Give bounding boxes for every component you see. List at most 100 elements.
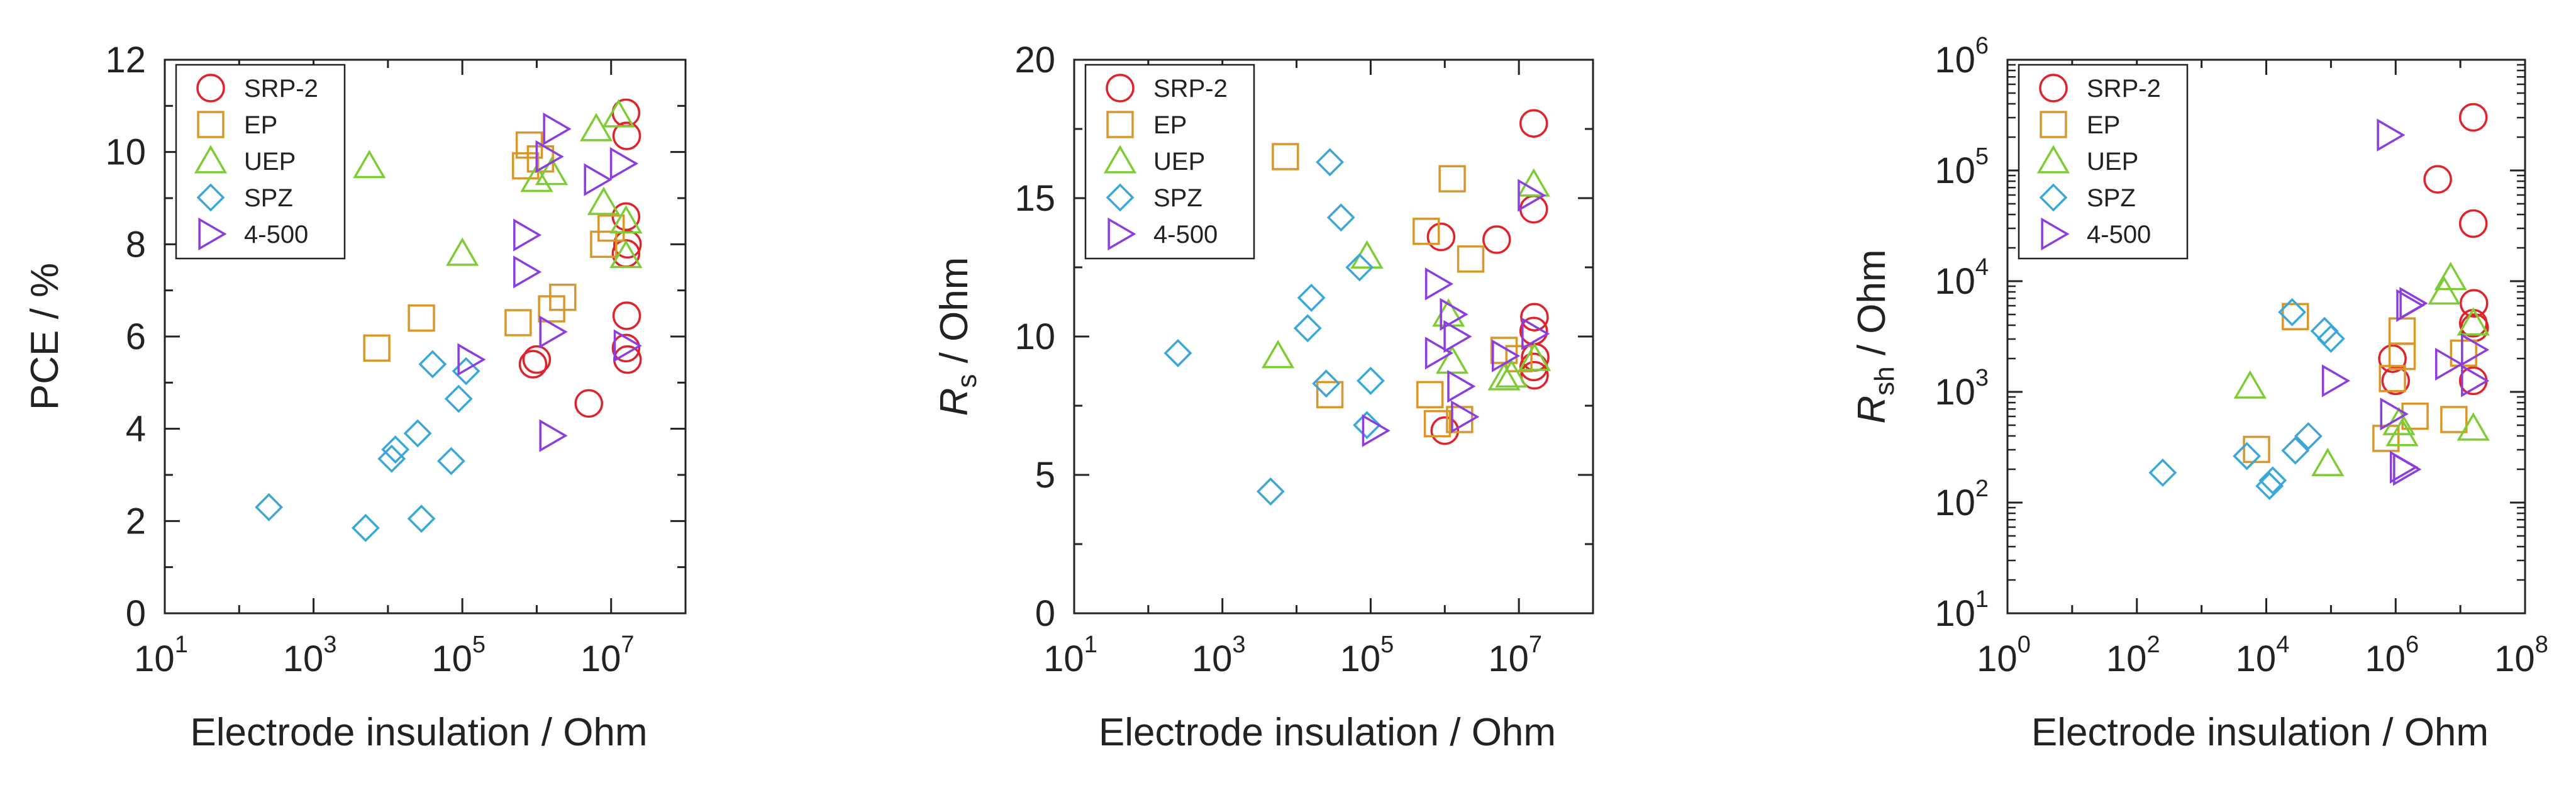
data-point — [2399, 287, 2428, 320]
data-point — [1357, 366, 1385, 395]
data-point — [1520, 360, 1549, 390]
legend-marker — [2036, 145, 2070, 174]
data-point — [1519, 194, 1548, 224]
x-tick-label: 103 — [283, 632, 337, 679]
data-point — [1293, 314, 1322, 343]
legend-box — [2018, 64, 2189, 260]
x-tick-label: 104 — [2236, 632, 2290, 679]
legend-marker — [2041, 217, 2070, 251]
legend-label: SPZ — [2087, 184, 2136, 212]
data-point — [2458, 209, 2488, 238]
legend-marker — [1103, 145, 1137, 174]
data-point — [1297, 283, 1326, 312]
legend-item-spz: SPZ — [196, 183, 293, 212]
data-point — [1256, 477, 1285, 506]
legend-label: SRP-2 — [1153, 75, 1228, 103]
legend-item-4-500: 4-500 — [2041, 217, 2151, 251]
x-tick-label: 105 — [1340, 632, 1394, 679]
data-point — [611, 333, 641, 363]
data-points — [255, 98, 643, 542]
y-tick-label: 8 — [126, 224, 146, 265]
data-point — [2461, 333, 2490, 367]
y-tick-label: 0 — [1035, 593, 1055, 634]
data-point — [613, 230, 642, 259]
data-point — [2294, 421, 2323, 450]
data-point — [539, 419, 568, 452]
data-point — [1326, 203, 1355, 232]
data-point — [1447, 370, 1476, 403]
legend-item-uep: UEP — [1103, 145, 1205, 175]
data-point — [513, 255, 542, 289]
legend-label: EP — [2087, 111, 2120, 139]
data-point — [613, 329, 642, 362]
series-4-500 — [1362, 179, 1550, 447]
data-point — [2428, 276, 2461, 305]
data-point — [363, 334, 391, 362]
data-point — [1316, 381, 1344, 409]
series-4-500 — [2321, 118, 2490, 486]
data-point — [2233, 370, 2267, 399]
series-ep — [2243, 303, 2477, 464]
data-point — [353, 150, 386, 179]
data-point — [2378, 344, 2407, 373]
data-point — [539, 315, 568, 348]
data-point — [1416, 381, 1444, 409]
data-point — [2316, 325, 2345, 353]
data-point — [2310, 316, 2339, 345]
data-point — [1345, 253, 1374, 282]
y-tick-label: 12 — [105, 40, 146, 81]
data-point — [2393, 453, 2422, 486]
y-axis-label: PCE / % — [23, 263, 67, 410]
legend: SRP-2 EP UEP SPZ 4-500 — [1084, 64, 1255, 260]
x-tick-label: 108 — [2494, 632, 2548, 679]
legend-marker — [1108, 217, 1136, 251]
data-point — [587, 186, 621, 215]
data-point — [602, 99, 635, 128]
legend-item-ep: EP — [197, 111, 277, 139]
series-4-500 — [457, 112, 642, 452]
y-tick-label: 102 — [1935, 476, 1989, 523]
data-point — [1521, 317, 1550, 350]
data-point — [255, 493, 284, 521]
data-point — [1272, 143, 1299, 170]
data-point — [2321, 364, 2351, 398]
data-point — [1505, 345, 1533, 372]
y-tick-label: 10 — [1014, 316, 1055, 357]
legend-marker — [197, 111, 225, 138]
legend-item-4-500: 4-500 — [1108, 217, 1218, 251]
data-point — [609, 240, 643, 269]
data-point — [2434, 347, 2464, 381]
legend-box — [175, 64, 346, 260]
data-point — [1353, 411, 1381, 440]
data-point — [2450, 339, 2477, 367]
legend-box — [1084, 64, 1255, 260]
data-point — [549, 283, 577, 311]
data-point — [2377, 118, 2406, 152]
legend-label: SPZ — [1153, 184, 1202, 212]
legend-label: UEP — [244, 148, 296, 175]
legend-marker — [2039, 183, 2068, 212]
x-tick-label: 101 — [1043, 632, 1097, 679]
legend-item-uep: UEP — [194, 145, 296, 175]
data-point — [1495, 359, 1528, 388]
data-point — [1316, 148, 1345, 177]
x-axis-label: Electrode insulation / Ohm — [1099, 711, 1556, 754]
data-point — [597, 214, 625, 242]
legend-item-4-500: 4-500 — [198, 217, 308, 251]
data-point — [574, 389, 603, 418]
data-point — [2282, 303, 2309, 331]
chart-panel-3: 100 102 104 106 108 101 102 103 104 105 106 Electro… — [1850, 33, 2548, 754]
legend-label: 4-500 — [2087, 221, 2151, 248]
legend-label: EP — [1153, 111, 1187, 139]
x-axis-label: Electrode insulation / Ohm — [190, 711, 647, 754]
y-tick-label: 6 — [126, 316, 146, 357]
legend-item-ep: EP — [1106, 111, 1187, 139]
y-tick-label: 15 — [1014, 178, 1055, 219]
series-srp-2 — [1426, 109, 1550, 445]
data-point — [543, 112, 572, 146]
data-point — [2148, 459, 2177, 487]
legend-label: EP — [244, 111, 277, 139]
data-point — [1362, 414, 1391, 447]
data-point — [377, 444, 406, 473]
data-point — [2457, 307, 2490, 336]
